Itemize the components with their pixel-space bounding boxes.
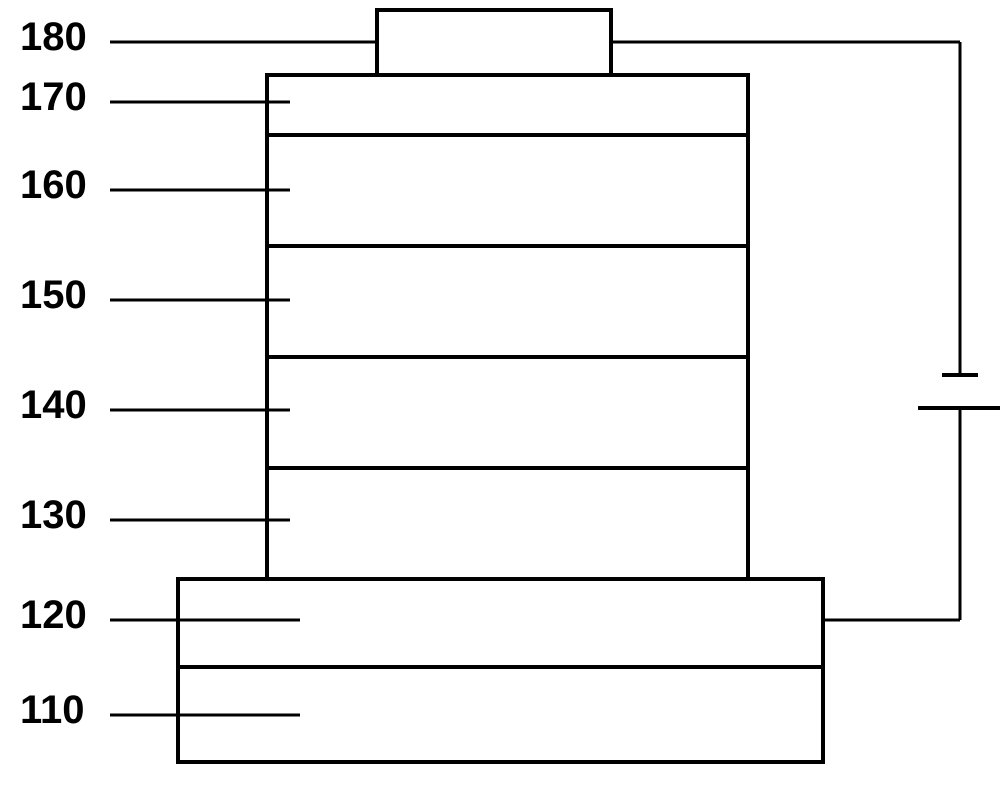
label-180: 180 xyxy=(20,15,87,59)
label-140: 140 xyxy=(20,383,87,427)
top-electrode xyxy=(377,10,611,75)
stack-block xyxy=(267,75,748,579)
label-120: 120 xyxy=(20,593,87,637)
label-110: 110 xyxy=(20,688,85,732)
label-170: 170 xyxy=(20,75,87,119)
label-150: 150 xyxy=(20,273,87,317)
base-block xyxy=(178,579,823,762)
label-160: 160 xyxy=(20,163,87,207)
label-130: 130 xyxy=(20,493,87,537)
